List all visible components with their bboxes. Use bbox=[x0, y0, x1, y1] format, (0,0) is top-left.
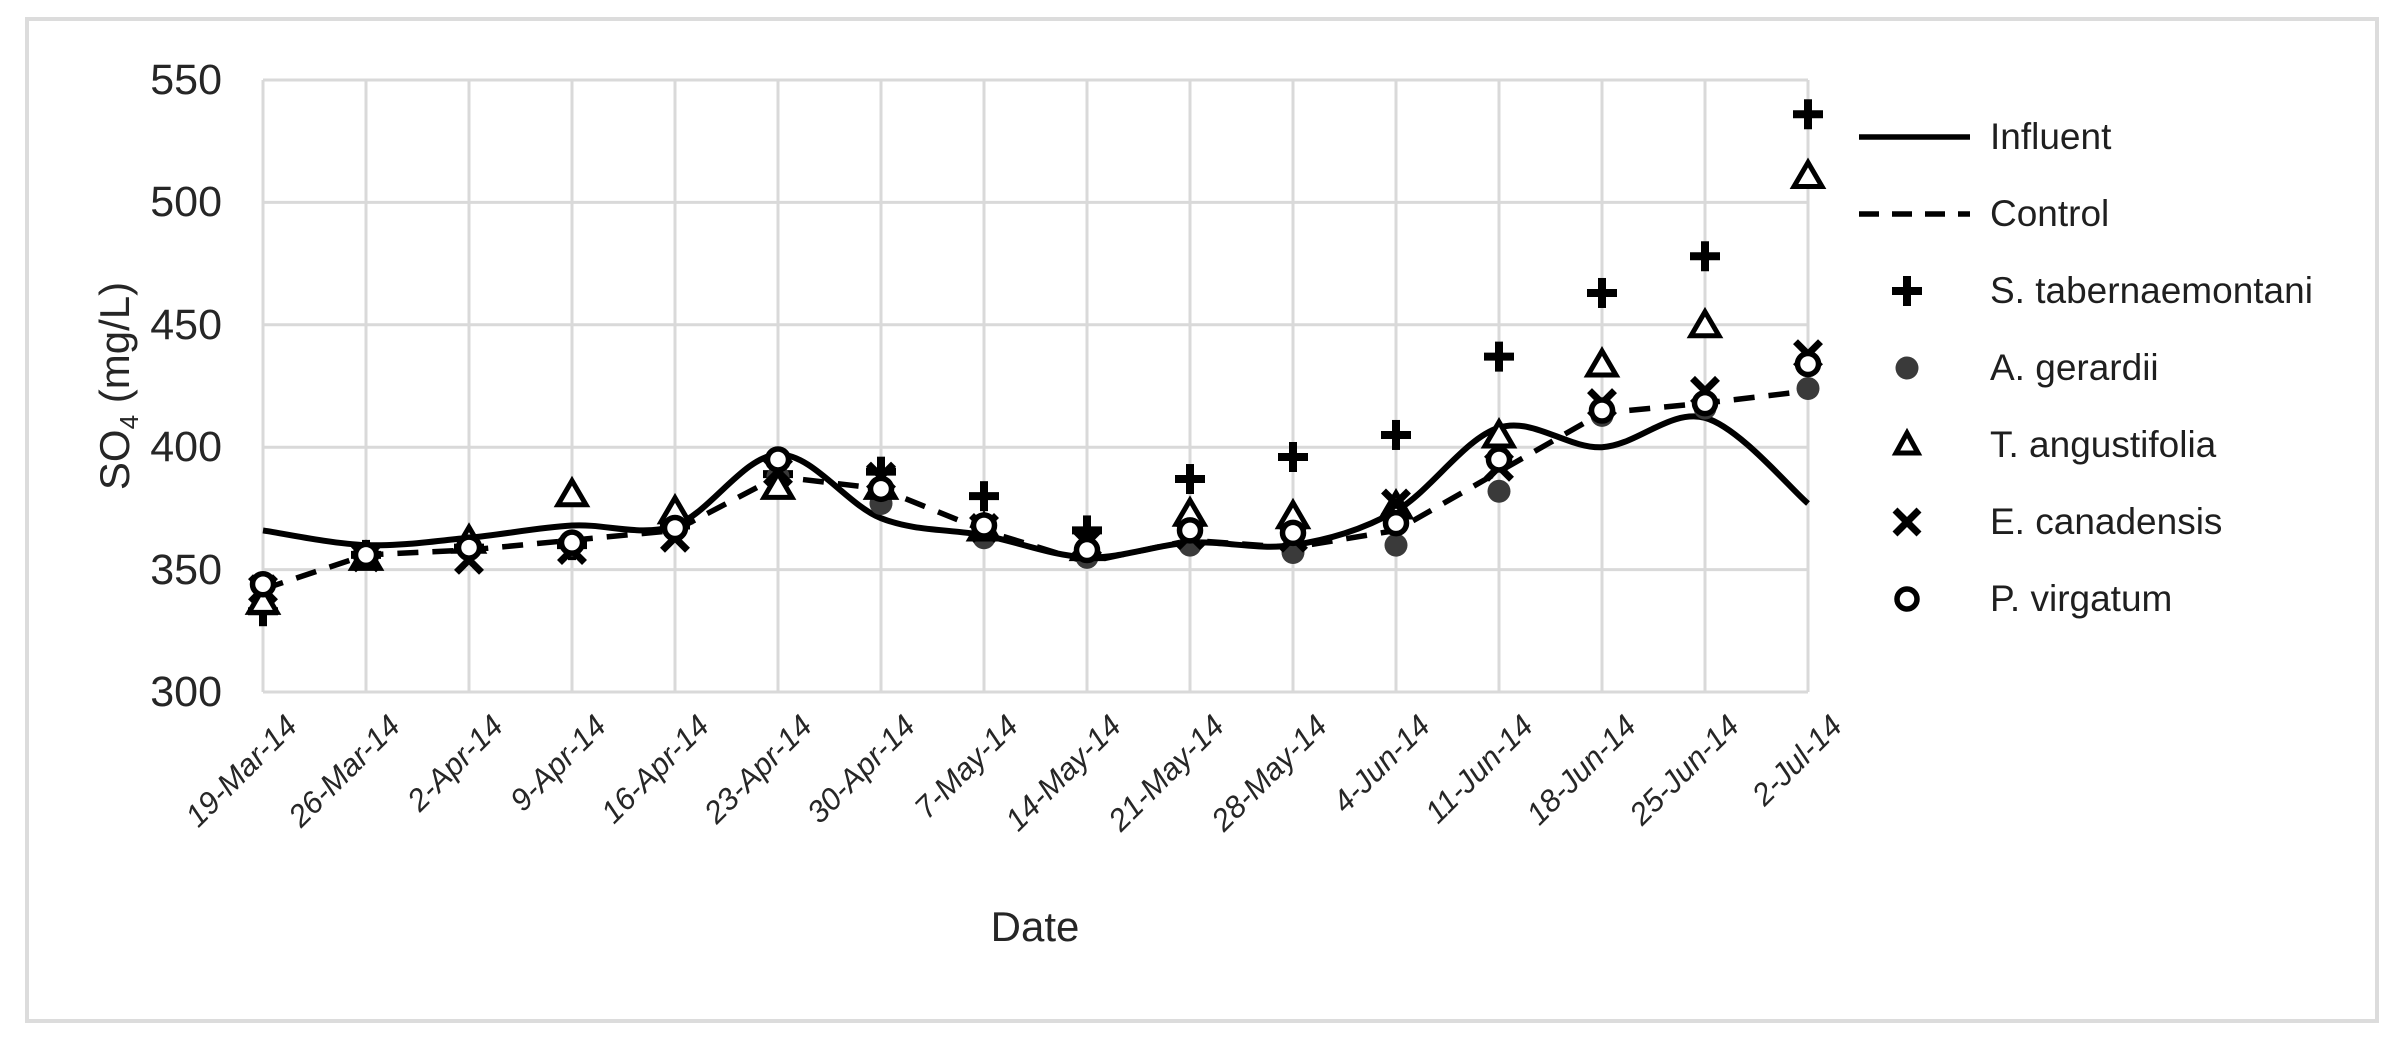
marker-circle-open-1 bbox=[352, 541, 380, 569]
legend-label: E. canadensis bbox=[1990, 500, 2223, 542]
legend-marker-svg bbox=[1859, 133, 1970, 140]
marker-circle-open bbox=[249, 571, 277, 598]
y-tick-label: 550 bbox=[150, 56, 222, 104]
series-t-angustifolia bbox=[244, 157, 1827, 615]
legend-marker-svg bbox=[1894, 585, 1920, 612]
series-a-gerardii bbox=[251, 376, 1820, 599]
marker-plus-11 bbox=[1381, 419, 1411, 450]
legend-label: S. tabernaemontani bbox=[1990, 269, 2313, 311]
series-e-canadensis bbox=[248, 339, 1823, 605]
marker-circle-filled-12 bbox=[1487, 479, 1511, 503]
y-tick-label: 300 bbox=[150, 668, 222, 716]
marker-circle-open-8 bbox=[1073, 536, 1101, 564]
legend-marker-svg bbox=[1859, 210, 1970, 217]
legend-item-control: Control bbox=[1857, 175, 2377, 252]
open-circle-marker-icon bbox=[1857, 573, 1972, 625]
marker-plus-9 bbox=[1175, 464, 1205, 495]
marker-circle-open-2 bbox=[455, 534, 483, 561]
marker-circle-open-15 bbox=[1794, 350, 1822, 378]
marker-circle-open-13 bbox=[1588, 397, 1616, 424]
control-line bbox=[262, 388, 1809, 592]
filled-circle-marker-icon bbox=[1857, 342, 1972, 394]
marker-triangle-open-3 bbox=[553, 475, 591, 508]
legend-marker-svg bbox=[1892, 507, 1922, 536]
marker-circle-filled-11 bbox=[1384, 533, 1408, 557]
marker-plus-13 bbox=[1587, 277, 1617, 308]
legend-item-p-virgatum: P. virgatum bbox=[1857, 560, 2377, 637]
marker-triangle-open-14 bbox=[1686, 306, 1724, 339]
control-line-sample bbox=[1857, 188, 1972, 240]
y-tick-label: 500 bbox=[150, 178, 222, 227]
marker-triangle-open-15 bbox=[1789, 157, 1827, 189]
plus-marker-icon bbox=[1857, 265, 1972, 317]
series-influent bbox=[262, 413, 1810, 561]
marker-circle-open-10 bbox=[1279, 519, 1307, 547]
legend-item-influent: Influent bbox=[1857, 98, 2377, 175]
marker-plus-7 bbox=[969, 481, 999, 512]
series-control bbox=[262, 388, 1809, 592]
marker-circle-open-14 bbox=[1691, 389, 1719, 417]
influent-line bbox=[262, 413, 1810, 561]
marker-circle-open-5 bbox=[764, 446, 792, 473]
marker-circle-open-9 bbox=[1176, 517, 1204, 544]
gridlines bbox=[261, 78, 1810, 694]
marker-triangle-open-13 bbox=[1583, 346, 1621, 378]
x-axis-title: Date bbox=[990, 903, 1080, 950]
y-axis-title-subscript: 4 bbox=[114, 414, 145, 430]
legend: Influent Control S. tabernaemontani A. g… bbox=[1857, 98, 2377, 637]
influent-line-sample bbox=[1857, 111, 1972, 163]
x-marker-icon bbox=[1857, 496, 1972, 548]
marker-circle-open-4 bbox=[661, 514, 689, 542]
marker-circle-open-12 bbox=[1485, 446, 1513, 473]
y-tick-label: 350 bbox=[150, 545, 222, 594]
legend-item-t-angustifolia: T. angustifolia bbox=[1857, 406, 2377, 483]
legend-label: Influent bbox=[1990, 115, 2112, 157]
marker-circle-filled-15 bbox=[1796, 376, 1820, 400]
legend-marker-svg bbox=[1895, 356, 1919, 379]
marker-plus-10 bbox=[1278, 441, 1308, 472]
legend-item-s-tabernaemontani: S. tabernaemontani bbox=[1857, 252, 2377, 329]
legend-item-a-gerardii: A. gerardii bbox=[1857, 329, 2377, 406]
marker-plus-15 bbox=[1793, 99, 1823, 130]
marker-plus-12 bbox=[1484, 341, 1514, 372]
y-axis-title-text: SO bbox=[90, 429, 138, 491]
legend-label: T. angustifolia bbox=[1990, 423, 2217, 465]
marker-circle-open-11 bbox=[1382, 509, 1410, 537]
y-axis-title-unit: (mg/L) bbox=[90, 281, 138, 415]
legend-item-e-canadensis: E. canadensis bbox=[1857, 483, 2377, 560]
marker-plus-14 bbox=[1690, 241, 1720, 272]
legend-marker-svg bbox=[1892, 275, 1922, 306]
legend-marker-svg bbox=[1891, 427, 1923, 455]
y-tick-label: 400 bbox=[150, 423, 222, 472]
marker-circle-open-6 bbox=[867, 475, 895, 503]
y-axis-title: SO4 (mg/L) bbox=[91, 282, 145, 490]
marker-circle-open-3 bbox=[558, 529, 586, 556]
legend-label: P. virgatum bbox=[1990, 577, 2173, 619]
legend-label: Control bbox=[1990, 192, 2110, 234]
marker-triangle-open-5 bbox=[759, 468, 797, 500]
marker-triangle-open-12 bbox=[1480, 416, 1518, 449]
series-p-virgatum bbox=[249, 350, 1822, 598]
triangle-marker-icon bbox=[1857, 419, 1972, 471]
marker-circle-open-7 bbox=[970, 512, 998, 539]
marker-x-11 bbox=[1381, 488, 1411, 519]
legend-label: A. gerardii bbox=[1990, 346, 2159, 388]
y-tick-label: 450 bbox=[150, 300, 222, 349]
